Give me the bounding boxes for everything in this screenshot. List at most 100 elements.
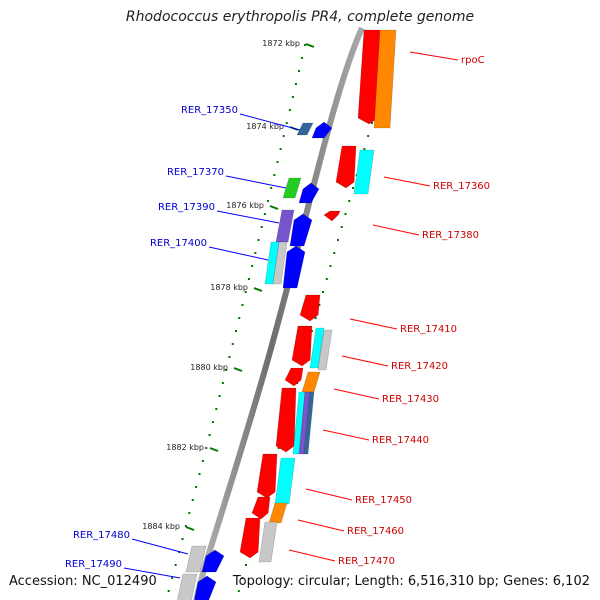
label-leader-line — [305, 488, 353, 501]
gene-label-RER_17490[interactable]: RER_17490 — [65, 559, 122, 570]
gene-feature-RER_17450-annotation[interactable] — [274, 457, 296, 505]
gene-feature-RER_17370[interactable] — [298, 182, 320, 204]
label-leader-line — [239, 113, 301, 131]
gene-label-rpoC[interactable]: rpoC — [461, 55, 485, 66]
gene-label-RER_17460[interactable]: RER_17460 — [347, 526, 404, 537]
gene-feature-RER_17430-annotation[interactable] — [301, 371, 321, 393]
guide-dot — [205, 447, 208, 449]
gene-feature-rpoC-annotation[interactable] — [373, 29, 397, 129]
label-leader-line — [349, 318, 398, 330]
gene-feature-RER_17470[interactable] — [239, 517, 261, 559]
label-leader-line — [409, 51, 459, 61]
guide-dot — [277, 447, 280, 449]
guide-dot — [344, 213, 347, 215]
gene-feature-RER_17490-annotation[interactable] — [177, 573, 198, 600]
guide-dot — [247, 278, 250, 280]
guide-dot — [294, 83, 297, 85]
scale-tick — [253, 287, 263, 292]
gene-feature-RER_17380[interactable] — [323, 210, 341, 222]
guide-dot — [310, 330, 313, 332]
guide-dot — [314, 317, 317, 319]
guide-dot — [263, 213, 266, 215]
gene-label-RER_17360[interactable]: RER_17360 — [433, 181, 490, 192]
gene-feature-RER_17440[interactable] — [275, 387, 297, 453]
gene-feature-RER_17450[interactable] — [256, 453, 278, 499]
gene-feature-RER_17430[interactable] — [284, 367, 304, 387]
gene-label-RER_17420[interactable]: RER_17420 — [391, 361, 448, 372]
guide-dot — [336, 239, 339, 241]
guide-dot — [325, 278, 328, 280]
scale-tick — [269, 205, 279, 210]
guide-dot — [348, 200, 351, 202]
gene-feature-RER_17470-annotation[interactable] — [258, 521, 278, 563]
gene-label-RER_17350[interactable]: RER_17350 — [181, 105, 238, 116]
gene-label-RER_17470[interactable]: RER_17470 — [338, 556, 395, 567]
guide-dot — [273, 174, 276, 176]
guide-dot — [241, 304, 244, 306]
guide-dot — [218, 395, 221, 397]
gene-feature-RER_17410[interactable] — [299, 294, 321, 322]
guide-dot — [254, 252, 257, 254]
gene-feature-RER_17460[interactable] — [251, 496, 271, 520]
guide-dot — [241, 577, 244, 579]
gene-label-RER_17380[interactable]: RER_17380 — [422, 230, 479, 241]
guide-dot — [298, 70, 301, 72]
gene-feature-rpoC[interactable] — [357, 29, 381, 125]
guide-dot — [301, 57, 304, 59]
guide-dot — [282, 135, 285, 137]
gene-feature-RER_17440-annotation-3[interactable] — [303, 391, 315, 455]
gene-label-RER_17440[interactable]: RER_17440 — [372, 435, 429, 446]
guide-dot — [228, 356, 231, 358]
guide-dot — [171, 577, 174, 579]
gene-feature-RER_17360[interactable] — [335, 145, 357, 189]
guide-dot — [260, 226, 263, 228]
label-leader-line — [216, 210, 280, 224]
scale-tick-label: 1876 kbp — [226, 201, 264, 210]
label-leader-line — [208, 246, 269, 261]
guide-dot — [234, 330, 237, 332]
label-leader-line — [341, 355, 389, 367]
gene-label-RER_17410[interactable]: RER_17410 — [400, 324, 457, 335]
gene-feature-RER_17420[interactable] — [291, 325, 313, 367]
guide-dot — [167, 590, 170, 592]
gene-feature-RER_17400-annotation-2[interactable] — [272, 241, 288, 285]
gene-label-RER_17400[interactable]: RER_17400 — [150, 238, 207, 249]
gene-feature-RER_17390-annotation[interactable] — [275, 209, 295, 243]
gene-label-RER_17450[interactable]: RER_17450 — [355, 495, 412, 506]
guide-dot — [288, 109, 291, 111]
gene-label-RER_17390[interactable]: RER_17390 — [158, 202, 215, 213]
scale-tick-label: 1884 kbp — [142, 522, 180, 531]
scale-tick — [209, 447, 219, 452]
label-leader-line — [372, 224, 420, 236]
guide-dot — [221, 382, 224, 384]
gene-label-RER_17430[interactable]: RER_17430 — [382, 394, 439, 405]
label-leader-line — [297, 519, 345, 532]
gene-feature-RER_17370-annotation[interactable] — [282, 177, 302, 199]
label-leader-line — [131, 538, 189, 555]
gene-feature-RER_17350-annotation[interactable] — [296, 122, 314, 136]
gene-feature-RER_17480-annotation[interactable] — [185, 545, 207, 573]
guide-dot — [198, 473, 201, 475]
gene-label-RER_17370[interactable]: RER_17370 — [167, 167, 224, 178]
guide-dot — [231, 343, 234, 345]
gene-feature-RER_17350[interactable] — [311, 121, 333, 139]
guide-dot — [238, 317, 241, 319]
gene-labels: RER_17350 RER_17370 RER_17390 RER_17400 RER_… — [65, 51, 490, 579]
guide-dot — [195, 486, 198, 488]
gene-features — [177, 29, 397, 600]
scale-tick-label: 1880 kbp — [190, 363, 228, 372]
guide-dot — [276, 161, 279, 163]
gene-feature-RER_17400[interactable] — [282, 245, 306, 289]
gene-feature-RER_17480[interactable] — [201, 549, 225, 573]
guide-dot — [211, 421, 214, 423]
gene-label-RER_17480[interactable]: RER_17480 — [73, 530, 130, 541]
gene-feature-RER_17420-annotation-2[interactable] — [317, 329, 333, 371]
gene-feature-RER_17420-annotation[interactable] — [309, 327, 325, 369]
gene-feature-RER_17460-annotation[interactable] — [268, 502, 288, 524]
gene-feature-RER_17360-annotation[interactable] — [353, 149, 375, 195]
gene-feature-RER_17390[interactable] — [289, 213, 313, 247]
gene-feature-RER_17490[interactable] — [194, 575, 217, 600]
guide-dot — [304, 44, 307, 46]
